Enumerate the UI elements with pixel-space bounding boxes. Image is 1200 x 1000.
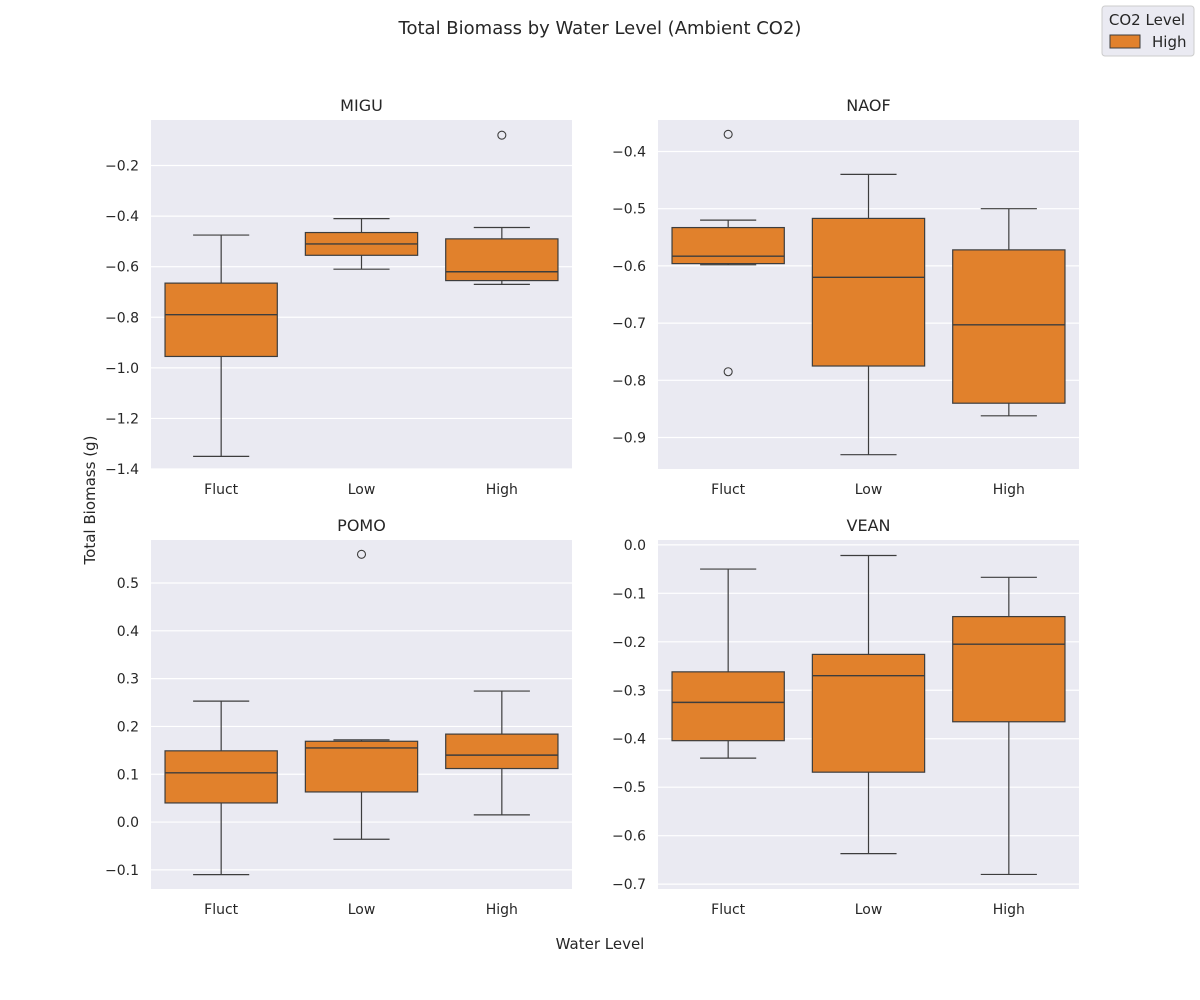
y-axis-label: Total Biomass (g) [81,436,99,566]
box-body [445,733,559,770]
figure-title: Total Biomass by Water Level (Ambient CO… [398,18,802,39]
box-high [952,208,1066,417]
y-tick-label: 0.3 [117,672,139,688]
panel-migu: −1.4 −1.2 −1.0 −0.8 −0.6 −0.4 −0.2 Fluct Low High… [105,96,572,498]
box-body [952,615,1066,723]
y-tick-label: −0.2 [105,159,139,175]
x-tick-label: Fluct [711,482,746,498]
y-tick-label: −0.3 [612,683,646,699]
y-tick-label: 0.4 [117,624,139,640]
x-tick-label: High [486,482,518,498]
box-low [811,554,926,855]
box-low [304,218,419,270]
panel-title: NAOF [846,96,890,115]
box-body [164,750,278,804]
outlier-point [497,130,507,140]
legend-label-high: High [1152,33,1186,51]
x-tick-label: Low [348,902,376,918]
x-tick-label: Fluct [711,902,746,918]
x-tick-label: Low [855,902,883,918]
x-tick-label: High [486,902,518,918]
panel-title: MIGU [340,96,383,115]
y-tick-label: 0.0 [624,538,646,554]
box-body [671,226,785,265]
y-tick-label: −0.7 [612,877,646,893]
box-body [304,740,419,793]
y-tick-label: −0.4 [612,732,646,748]
y-tick-label: −0.9 [612,431,646,447]
box-body [445,238,559,282]
y-tick-label: −0.1 [105,863,139,879]
box-body [811,217,926,367]
y-tick-label: −0.2 [612,635,646,651]
y-tick-label: −0.6 [612,829,646,845]
y-tick-label: −0.4 [105,209,139,225]
outlier-point [723,367,733,377]
y-tick-label: −0.5 [612,202,646,218]
panel-title: POMO [337,516,386,535]
x-tick-label: High [993,482,1025,498]
legend-swatch-high [1109,34,1141,49]
y-tick-label: −0.6 [612,259,646,275]
box-high [445,690,559,816]
x-tick-label: Low [855,482,883,498]
x-tick-label: Low [348,482,376,498]
y-tick-label: −0.1 [612,586,646,602]
box-body [164,282,278,358]
panel-pomo: −0.1 0.0 0.1 0.2 0.3 0.4 0.5 Fluct Low High POMO [105,516,572,918]
panel-vean: −0.7 −0.6 −0.5 −0.4 −0.3 −0.2 −0.1 0.0 Fluct Low H… [612,516,1079,918]
box-high [952,576,1066,876]
box-fluct [164,234,278,457]
x-tick-label: Fluct [204,482,239,498]
box-low [304,549,419,840]
y-tick-label: 0.2 [117,719,139,735]
outlier-point [356,549,367,559]
x-axis-label: Water Level [556,935,645,953]
box-low [811,173,926,456]
box-fluct [671,568,785,759]
box-body [811,653,926,773]
box-body [671,671,785,742]
outlier-point [723,129,733,139]
x-tick-label: Fluct [204,902,239,918]
y-tick-label: −0.6 [105,260,139,276]
box-fluct [671,129,785,377]
y-tick-label: 0.1 [117,767,139,783]
panel-title: VEAN [847,516,891,535]
box-body [952,249,1066,404]
legend-title: CO2 Level [1109,11,1185,29]
panel-naof: −0.9 −0.8 −0.7 −0.6 −0.5 −0.4 Fluct Low High NAOF [612,96,1079,498]
box-high [445,130,559,285]
legend: CO2 Level High [1101,5,1195,57]
y-tick-label: −0.4 [612,144,646,160]
y-tick-label: −0.7 [612,316,646,332]
y-tick-label: −1.2 [105,411,139,427]
y-tick-label: 0.5 [117,576,139,592]
y-tick-label: −1.4 [105,462,139,478]
x-tick-label: High [993,902,1025,918]
y-tick-label: −1.0 [105,361,139,377]
panels-group: −1.4 −1.2 −1.0 −0.8 −0.6 −0.4 −0.2 Fluct Low High… [105,96,1079,918]
y-tick-label: −0.8 [612,373,646,389]
y-tick-label: −0.8 [105,310,139,326]
y-tick-label: 0.0 [117,815,139,831]
y-tick-label: −0.5 [612,780,646,796]
box-fluct [164,700,278,876]
